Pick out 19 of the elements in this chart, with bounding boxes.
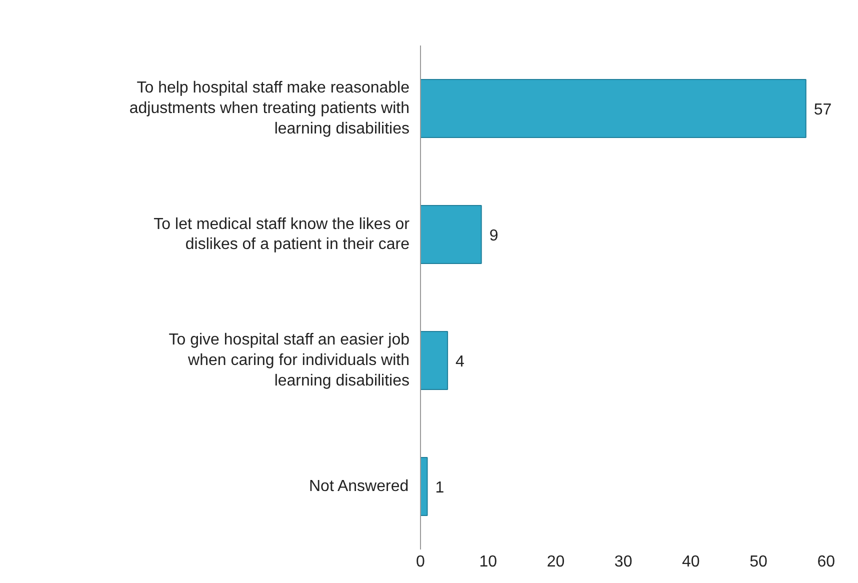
y-tick-label: To give hospital staff an easier job when caring for individuals with learning disabilities: [168, 332, 410, 390]
y-tick-label: Not Answered: [309, 478, 409, 495]
data-label: 9: [489, 228, 498, 244]
x-tick-label: 40: [682, 554, 700, 570]
x-tick-label: 10: [479, 554, 498, 570]
x-tick-label: 60: [817, 554, 836, 570]
y-tick-label: To help hospital staff make reasonable adjustments when treating patients with learning disabilities: [129, 80, 410, 138]
data-label: 1: [435, 480, 444, 496]
bar: [420, 331, 448, 390]
x-tick-label: 20: [546, 554, 565, 570]
bar: [420, 79, 806, 138]
y-tick-label: To let medical staff know the likes or dislikes of a patient in their care: [154, 216, 410, 254]
x-tick-label: 30: [614, 554, 632, 570]
data-label: 57: [814, 102, 832, 118]
x-tick-label: 50: [750, 554, 768, 570]
x-tick-label: 0: [416, 554, 426, 570]
bar: [420, 457, 428, 516]
bar: [420, 205, 482, 264]
data-label: 4: [456, 354, 465, 370]
